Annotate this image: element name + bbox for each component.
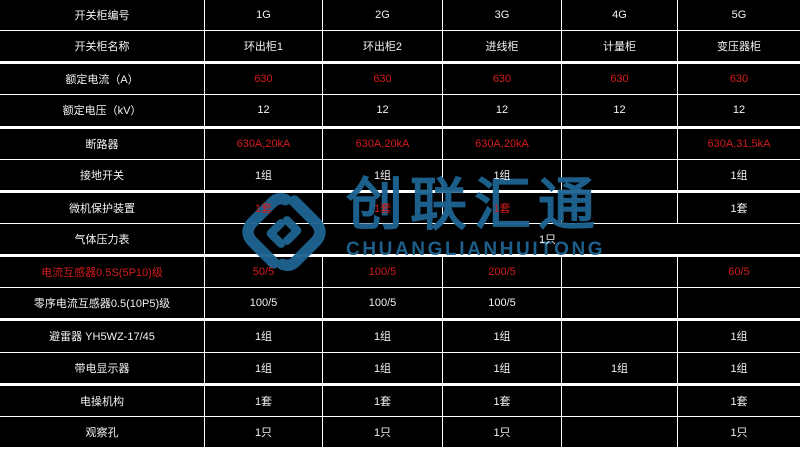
value-cell: 1只 bbox=[730, 426, 748, 439]
table-row: 带电显示器 1组 1组 1组 1组 1组 bbox=[0, 352, 800, 386]
row-label: 零序电流互感器0.5(10P5)级 bbox=[0, 288, 205, 319]
table-row: 额定电流（A） 630 630 630 630 630 bbox=[0, 64, 800, 96]
value-cell: 1组 bbox=[323, 321, 443, 352]
value-cell: 1G bbox=[205, 0, 323, 31]
value-cell bbox=[562, 128, 678, 159]
value-cell: 12 bbox=[562, 95, 678, 126]
value-cell: 1套 bbox=[205, 192, 323, 223]
value-cell: 100/5 bbox=[443, 288, 562, 319]
table-row: 零序电流互感器0.5(10P5)级 100/5 100/5 100/5 bbox=[0, 288, 800, 322]
value-cell: 100/5 bbox=[205, 288, 323, 319]
value-cell: 630A,31.5kA bbox=[707, 137, 771, 150]
row-label: 观察孔 bbox=[0, 416, 205, 447]
row-label: 额定电压（kV） bbox=[0, 95, 205, 126]
row-label: 接地开关 bbox=[0, 159, 205, 190]
value-cell: 1套 bbox=[323, 385, 443, 416]
value-cell: 1组 bbox=[562, 352, 678, 383]
value-cell: 环出柜2 bbox=[323, 31, 443, 62]
value-cell: 1组 bbox=[205, 352, 323, 383]
value-cell: 1组 bbox=[443, 352, 562, 383]
value-cell: 4G bbox=[562, 0, 678, 31]
value-cell: 1套 bbox=[205, 385, 323, 416]
table-row: 开关柜名称 环出柜1 环出柜2 进线柜 计量柜 变压器柜 bbox=[0, 31, 800, 65]
value-cell: 50/5 bbox=[205, 257, 323, 288]
value-cell: 100/5 bbox=[323, 257, 443, 288]
table-row: 开关柜编号 1G 2G 3G 4G 5G bbox=[0, 0, 800, 32]
value-cell: 1组 bbox=[205, 321, 323, 352]
value-cell: 1组 bbox=[730, 362, 748, 375]
table-row: 断路器 630A,20kA 630A,20kA 630A,20kA 630A,31.5k… bbox=[0, 128, 800, 160]
value-cell: 计量柜 bbox=[562, 31, 678, 62]
value-cell: 1组 bbox=[730, 169, 748, 182]
value-cell: 2G bbox=[323, 0, 443, 31]
value-cell: 1只 bbox=[323, 416, 443, 447]
value-cell: 100/5 bbox=[323, 288, 443, 319]
value-cell: 1组 bbox=[323, 352, 443, 383]
value-cell: 12 bbox=[205, 95, 323, 126]
value-cell: 630 bbox=[323, 64, 443, 95]
table-row: 额定电压（kV） 12 12 12 12 12 bbox=[0, 95, 800, 129]
row-label: 断路器 bbox=[0, 128, 205, 159]
value-cell: 变压器柜 bbox=[717, 41, 761, 54]
value-cell: 1组 bbox=[730, 331, 748, 344]
value-cell bbox=[562, 159, 678, 190]
value-cell: 1套 bbox=[443, 385, 562, 416]
value-cell bbox=[562, 192, 678, 223]
table-row: 观察孔 1只 1只 1只 1只 bbox=[0, 416, 800, 450]
value-cell: 12 bbox=[443, 95, 562, 126]
row-label: 电操机构 bbox=[0, 385, 205, 416]
row-label: 微机保护装置 bbox=[0, 192, 205, 223]
table-row: 避雷器 YH5WZ-17/45 1组 1组 1组 1组 bbox=[0, 321, 800, 353]
value-cell: 1套 bbox=[730, 395, 748, 408]
row-label: 开关柜名称 bbox=[0, 31, 205, 62]
value-cell: 630 bbox=[205, 64, 323, 95]
value-cell: 630 bbox=[443, 64, 562, 95]
row-label: 开关柜编号 bbox=[0, 0, 205, 31]
value-cell bbox=[678, 288, 800, 318]
value-cell: 630 bbox=[729, 73, 749, 86]
value-cell bbox=[562, 416, 678, 447]
row-label: 带电显示器 bbox=[0, 352, 205, 383]
value-cell: 1只 bbox=[205, 416, 323, 447]
value-cell: 1只 bbox=[443, 416, 562, 447]
value-cell bbox=[562, 288, 678, 319]
value-cell: 12 bbox=[323, 95, 443, 126]
row-label: 额定电流（A） bbox=[0, 64, 205, 95]
value-cell: 630A,20kA bbox=[323, 128, 443, 159]
value-cell: 630 bbox=[562, 64, 678, 95]
value-cell: 1套 bbox=[443, 192, 562, 223]
merged-value-cell: 1只 bbox=[538, 234, 557, 247]
value-cell: 进线柜 bbox=[443, 31, 562, 62]
value-cell: 1组 bbox=[443, 159, 562, 190]
value-cell: 1套 bbox=[730, 202, 748, 215]
table-row: 接地开关 1组 1组 1组 1组 bbox=[0, 159, 800, 193]
value-cell bbox=[562, 321, 678, 352]
value-cell: 60/5 bbox=[728, 266, 750, 279]
row-label: 避雷器 YH5WZ-17/45 bbox=[0, 321, 205, 352]
value-cell: 3G bbox=[443, 0, 562, 31]
value-cell: 5G bbox=[731, 9, 747, 22]
value-cell: 200/5 bbox=[443, 257, 562, 288]
value-cell: 1组 bbox=[205, 159, 323, 190]
value-cell bbox=[562, 257, 678, 288]
table-row: 微机保护装置 1套 1套 1套 1套 bbox=[0, 192, 800, 224]
row-label: 气体压力表 bbox=[0, 223, 205, 255]
table-row: 电流互感器0.5S(5P10)级 50/5 100/5 200/5 60/5 bbox=[0, 257, 800, 289]
table-row: 电操机构 1套 1套 1套 1套 bbox=[0, 385, 800, 417]
value-cell: 环出柜1 bbox=[205, 31, 323, 62]
value-cell bbox=[562, 385, 678, 416]
value-cell: 1套 bbox=[323, 192, 443, 223]
row-label: 电流互感器0.5S(5P10)级 bbox=[0, 257, 205, 288]
value-cell: 12 bbox=[732, 104, 746, 117]
value-cell: 630A,20kA bbox=[443, 128, 562, 159]
table-row: 气体压力表 1只 bbox=[0, 223, 800, 258]
value-cell: 630A,20kA bbox=[205, 128, 323, 159]
value-cell: 1组 bbox=[443, 321, 562, 352]
value-cell: 1组 bbox=[323, 159, 443, 190]
